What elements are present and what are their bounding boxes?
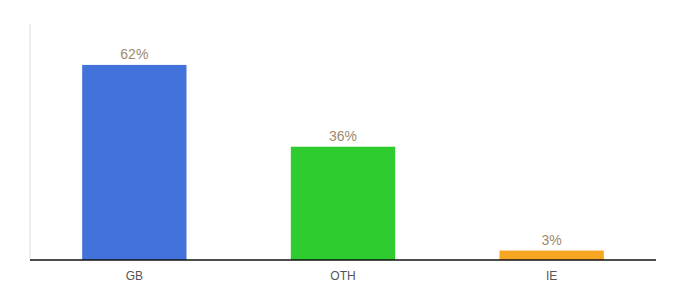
data-label: 36% <box>329 128 357 144</box>
bar <box>82 65 186 260</box>
data-label: 62% <box>120 46 148 62</box>
bar <box>500 251 604 260</box>
bar <box>291 147 395 260</box>
data-label: 3% <box>542 232 562 248</box>
x-tick-label: IE <box>546 269 557 283</box>
x-tick-label: OTH <box>330 269 355 283</box>
bars <box>82 65 604 260</box>
chart-svg: 62% 36% 3% GB OTH IE <box>0 0 680 300</box>
x-axis-line <box>30 259 656 261</box>
y-axis-line <box>30 24 31 260</box>
chart-container: 62% 36% 3% GB OTH IE <box>0 0 680 300</box>
x-tick-label: GB <box>126 269 143 283</box>
